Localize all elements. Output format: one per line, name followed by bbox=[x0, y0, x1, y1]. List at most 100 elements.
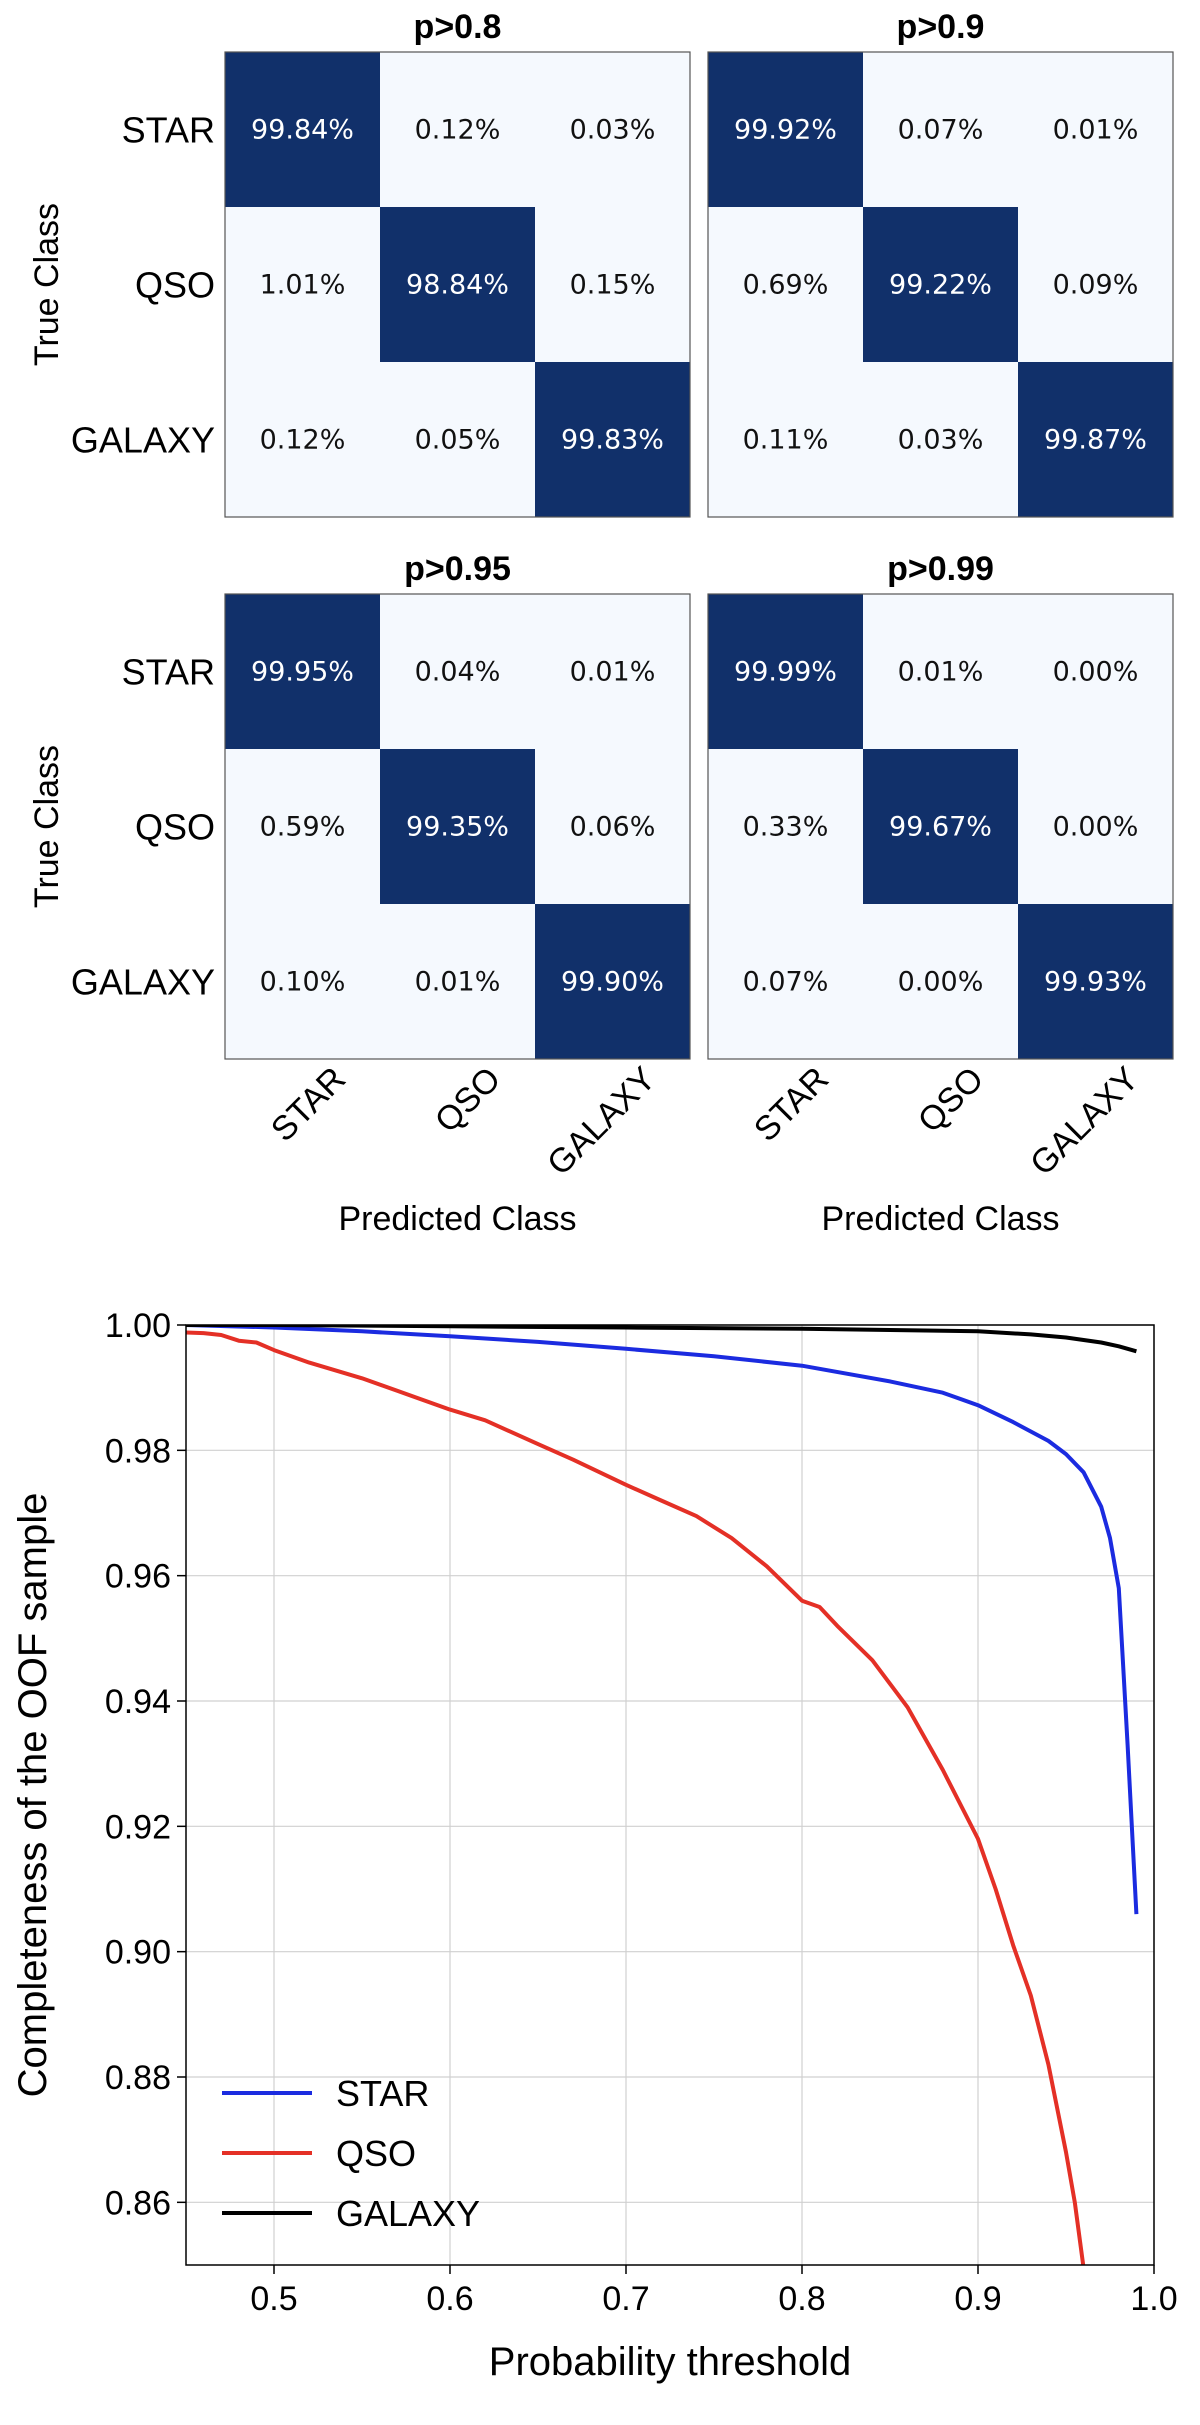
matrix-cell bbox=[225, 594, 380, 749]
cell-value: 0.59% bbox=[260, 812, 346, 843]
row-label: GALAXY bbox=[71, 420, 215, 461]
matrix-title: p>0.99 bbox=[887, 550, 994, 588]
matrix-frame bbox=[707, 593, 1174, 1060]
cell-value: 99.99% bbox=[734, 657, 837, 688]
matrix-cell bbox=[535, 594, 690, 749]
column-label: QSO bbox=[911, 1060, 991, 1140]
x-tick-label: 0.7 bbox=[602, 2280, 649, 2318]
series-line-galaxy bbox=[186, 1325, 1137, 1354]
y-tick-label: 0.98 bbox=[105, 1432, 171, 1470]
matrix-title: p>0.9 bbox=[897, 8, 985, 46]
cell-value: 0.01% bbox=[1053, 115, 1139, 146]
confusion-matrix-4: 99.99% 0.01% 0.00% 0.33% 99.67% 0.00% 0.07% 0.0… bbox=[707, 550, 1174, 1238]
cell-value: 99.87% bbox=[1044, 425, 1147, 456]
y-tick-label: 0.86 bbox=[105, 2184, 171, 2222]
matrix-cell bbox=[225, 52, 380, 207]
matrix-frame bbox=[707, 51, 1174, 518]
matrix-cell bbox=[380, 749, 535, 904]
matrix-cell bbox=[380, 52, 535, 207]
cell-value: 99.90% bbox=[561, 967, 664, 998]
series-line-star bbox=[186, 1325, 1139, 1915]
legend-label: STAR bbox=[336, 2073, 429, 2114]
matrix-cell bbox=[535, 904, 690, 1059]
grid: 0.5 0.6 0.7 0.8 0.9 1.0 0.86 0.88 0.90 0.92 0.94 0.… bbox=[105, 1307, 1178, 2318]
cell-value: 0.12% bbox=[260, 425, 346, 456]
cell-value: 99.92% bbox=[734, 115, 837, 146]
matrix-cell bbox=[863, 362, 1018, 517]
row-label: STAR bbox=[122, 110, 215, 151]
x-axis-label: Predicted Class bbox=[338, 1200, 576, 1238]
cell-value: 99.84% bbox=[251, 115, 354, 146]
matrix-cell bbox=[708, 594, 863, 749]
x-tick-label: 0.6 bbox=[426, 2280, 473, 2318]
confusion-matrix-2: 99.92% 0.07% 0.01% 0.69% 99.22% 0.09% 0.11% 0.0… bbox=[707, 8, 1174, 518]
matrix-cell bbox=[535, 749, 690, 904]
cell-value: 99.22% bbox=[889, 270, 992, 301]
matrix-cell bbox=[225, 207, 380, 362]
cell-value: 99.35% bbox=[406, 812, 509, 843]
cell-value: 0.00% bbox=[898, 967, 984, 998]
x-axis-label: Predicted Class bbox=[821, 1200, 1059, 1238]
matrix-cell bbox=[225, 904, 380, 1059]
y-tick-label: 0.90 bbox=[105, 1934, 171, 1972]
matrix-frame bbox=[224, 51, 691, 518]
column-label: STAR bbox=[747, 1060, 836, 1149]
cell-value: 1.01% bbox=[260, 270, 346, 301]
y-axis-label: True Class bbox=[28, 203, 66, 366]
y-tick-label: 0.94 bbox=[105, 1683, 171, 1721]
cell-value: 0.07% bbox=[898, 115, 984, 146]
confusion-matrix-1: 99.84% 0.12% 0.03% 1.01% 98.84% 0.15% 0.12% 0.0… bbox=[28, 8, 691, 518]
matrix-cell bbox=[380, 904, 535, 1059]
cell-value: 99.67% bbox=[889, 812, 992, 843]
y-axis-label: True Class bbox=[28, 745, 66, 908]
cell-value: 0.09% bbox=[1053, 270, 1139, 301]
matrix-cell bbox=[1018, 749, 1173, 904]
matrix-cell bbox=[708, 749, 863, 904]
matrix-cell bbox=[708, 362, 863, 517]
cell-value: 99.83% bbox=[561, 425, 664, 456]
matrix-cell bbox=[535, 207, 690, 362]
x-tick-label: 0.8 bbox=[778, 2280, 825, 2318]
matrix-cell bbox=[708, 207, 863, 362]
y-tick-label: 1.00 bbox=[105, 1307, 171, 1345]
confusion-matrix-3: 99.95% 0.04% 0.01% 0.59% 99.35% 0.06% 0.10% 0.0… bbox=[28, 550, 691, 1238]
cell-value: 0.03% bbox=[570, 115, 656, 146]
series-lines bbox=[186, 1325, 1139, 2265]
cell-value: 0.00% bbox=[1053, 812, 1139, 843]
matrix-cell bbox=[380, 594, 535, 749]
cell-value: 0.05% bbox=[415, 425, 501, 456]
cell-value: 0.07% bbox=[743, 967, 829, 998]
matrix-cell bbox=[380, 207, 535, 362]
matrix-cell bbox=[863, 594, 1018, 749]
cell-value: 0.01% bbox=[570, 657, 656, 688]
matrix-title: p>0.8 bbox=[414, 8, 502, 46]
completeness-line-chart: 0.5 0.6 0.7 0.8 0.9 1.0 0.86 0.88 0.90 0.92 0.94 0.… bbox=[11, 1307, 1178, 2384]
cell-value: 0.33% bbox=[743, 812, 829, 843]
column-label: GALAXY bbox=[540, 1060, 663, 1183]
matrix-cell bbox=[708, 904, 863, 1059]
x-axis-label: Probability threshold bbox=[489, 2340, 851, 2384]
series-line-qso bbox=[186, 1330, 1086, 2265]
cell-value: 99.93% bbox=[1044, 967, 1147, 998]
legend: STAR QSO GALAXY bbox=[222, 2073, 480, 2234]
x-tick-label: 1.0 bbox=[1130, 2280, 1177, 2318]
matrix-cell bbox=[1018, 362, 1173, 517]
matrix-cell bbox=[380, 362, 535, 517]
y-tick-label: 0.96 bbox=[105, 1558, 171, 1596]
matrix-cell bbox=[1018, 207, 1173, 362]
cell-value: 98.84% bbox=[406, 270, 509, 301]
confusion-matrices: 99.84% 0.12% 0.03% 1.01% 98.84% 0.15% 0.12% 0.0… bbox=[28, 8, 1174, 1238]
cell-value: 0.69% bbox=[743, 270, 829, 301]
cell-value: 0.00% bbox=[1053, 657, 1139, 688]
row-label: QSO bbox=[135, 807, 215, 848]
matrix-cell bbox=[863, 207, 1018, 362]
legend-label: QSO bbox=[336, 2133, 416, 2174]
cell-value: 0.11% bbox=[743, 425, 829, 456]
cell-value: 0.01% bbox=[898, 657, 984, 688]
matrix-cell bbox=[1018, 594, 1173, 749]
column-label: STAR bbox=[264, 1060, 353, 1149]
matrix-cell bbox=[708, 52, 863, 207]
matrix-cell bbox=[225, 362, 380, 517]
matrix-frame bbox=[224, 593, 691, 1060]
